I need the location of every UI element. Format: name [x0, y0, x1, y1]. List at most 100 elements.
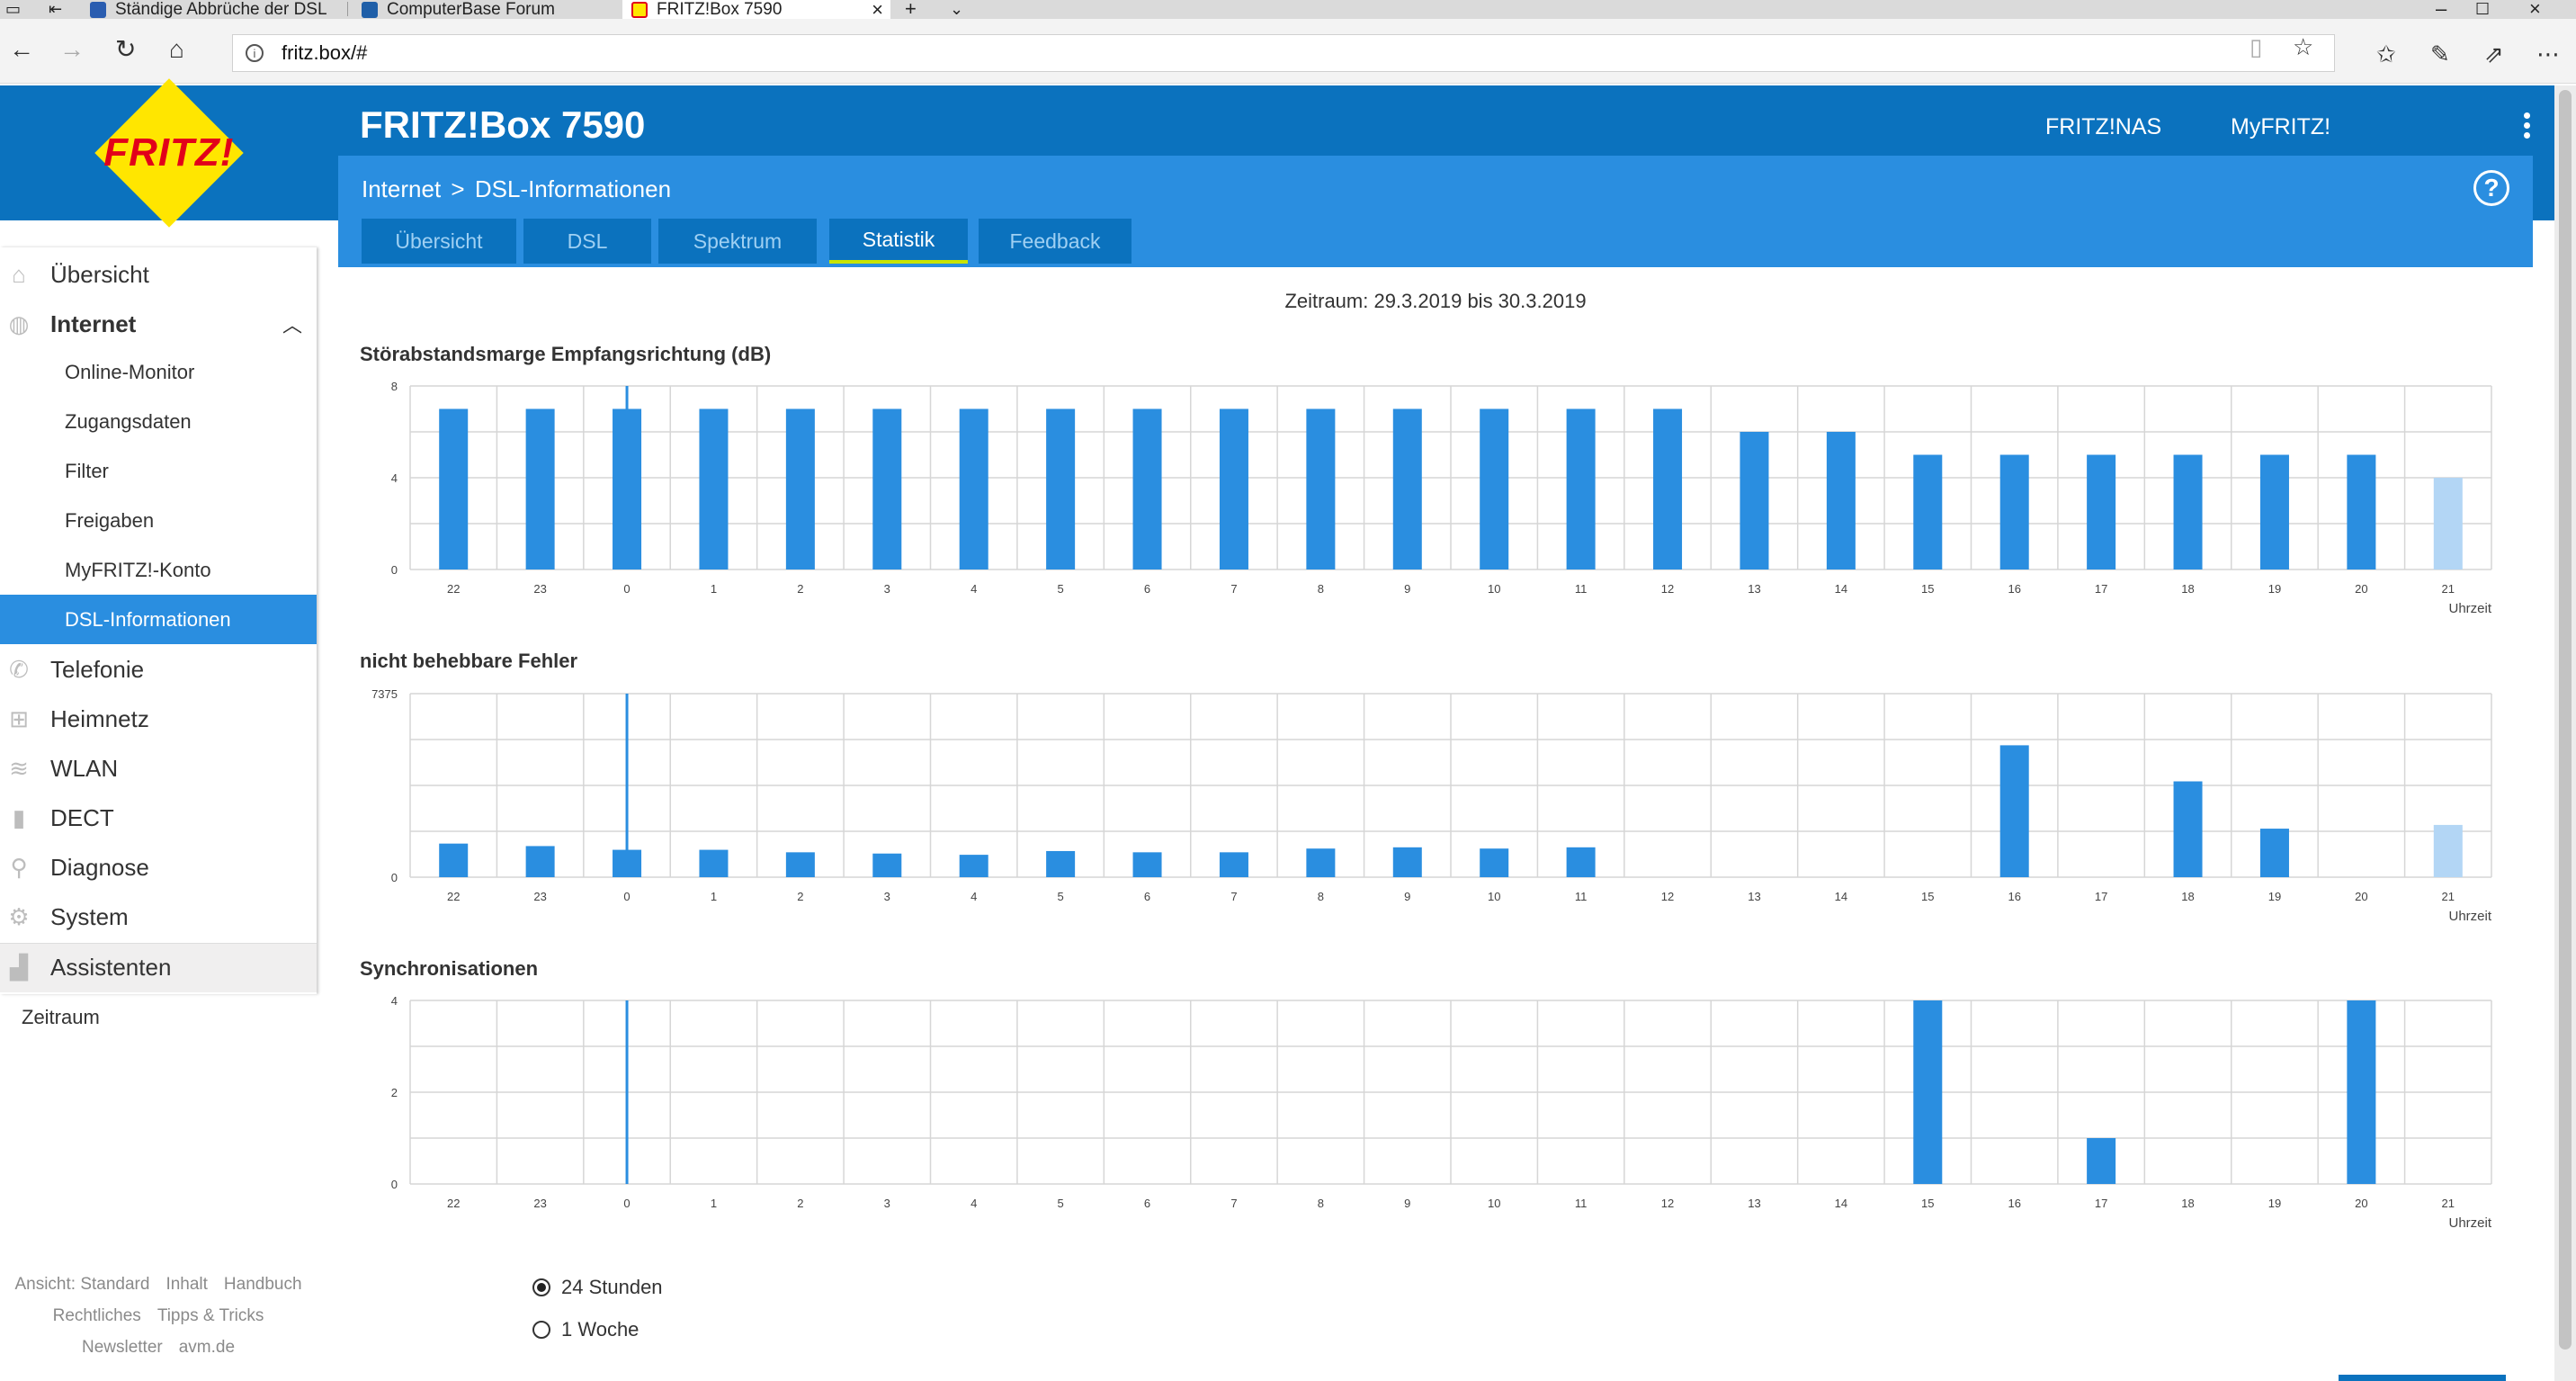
- bar[interactable]: [1913, 1000, 1943, 1184]
- bar[interactable]: [699, 408, 729, 570]
- bar[interactable]: [1306, 848, 1336, 877]
- footer-link-newsletter[interactable]: Newsletter: [81, 1338, 163, 1357]
- bar[interactable]: [2347, 454, 2376, 570]
- bar[interactable]: [1480, 408, 1509, 570]
- radio-1week[interactable]: 1 Woche: [532, 1318, 639, 1341]
- bar[interactable]: [2173, 781, 2203, 877]
- new-tab-icon[interactable]: +: [905, 0, 917, 20]
- bar[interactable]: [613, 408, 642, 570]
- tab-statistik[interactable]: Statistik: [829, 219, 968, 264]
- bar[interactable]: [439, 843, 469, 877]
- chevron-up-icon[interactable]: ︿: [282, 314, 303, 336]
- sidebar-item-telefonie[interactable]: ✆ Telefonie: [0, 646, 317, 693]
- bar[interactable]: [2433, 478, 2463, 569]
- myfritz-link[interactable]: MyFRITZ!: [2231, 114, 2331, 139]
- bar[interactable]: [959, 855, 988, 877]
- minimize-icon[interactable]: –: [2436, 0, 2447, 20]
- tab-feedback[interactable]: Feedback: [979, 219, 1131, 264]
- tab-dsl[interactable]: DSL: [523, 219, 651, 264]
- browser-tab[interactable]: Ständige Abbrüche der DSL: [81, 0, 342, 19]
- footer-link-inhalt[interactable]: Inhalt: [165, 1275, 208, 1294]
- radio-unchecked-icon[interactable]: [532, 1321, 550, 1339]
- back-icon[interactable]: ←: [9, 35, 34, 63]
- fritznas-link[interactable]: FRITZ!NAS: [2045, 114, 2162, 139]
- url-text[interactable]: fritz.box/#: [282, 41, 368, 64]
- forward-icon[interactable]: →: [59, 35, 85, 63]
- sidebar-item-dect[interactable]: ▮ DECT: [0, 794, 317, 841]
- favorite-star-icon[interactable]: ☆: [2293, 33, 2314, 60]
- bar[interactable]: [1566, 408, 1596, 570]
- bar[interactable]: [1566, 847, 1596, 877]
- tab-list-chevron-icon[interactable]: ⌄: [950, 0, 964, 18]
- sidebar-item-online-monitor[interactable]: Online-Monitor: [65, 361, 195, 383]
- sidebar-item-diagnose[interactable]: ⚲ Diagnose: [0, 844, 317, 891]
- bar[interactable]: [2173, 454, 2203, 570]
- set-aside-tabs-icon[interactable]: ⇤: [49, 0, 63, 18]
- bar[interactable]: [785, 408, 815, 570]
- bar[interactable]: [959, 408, 988, 570]
- sidebar-item-filter[interactable]: Filter: [65, 460, 109, 482]
- bar[interactable]: [525, 846, 555, 877]
- home-icon[interactable]: ⌂: [169, 35, 184, 63]
- bar[interactable]: [1653, 408, 1683, 570]
- fritz-logo[interactable]: FRITZ!: [0, 78, 338, 228]
- radio-checked-icon[interactable]: [532, 1278, 550, 1296]
- more-icon[interactable]: ⋯: [2536, 40, 2560, 67]
- bar[interactable]: [1913, 454, 1943, 570]
- close-window-icon[interactable]: ×: [2529, 0, 2541, 20]
- bar[interactable]: [1132, 408, 1162, 570]
- bar[interactable]: [1392, 847, 1422, 877]
- sidebar-item-uebersicht[interactable]: ⌂ Übersicht: [0, 251, 317, 298]
- maximize-icon[interactable]: ☐: [2475, 0, 2491, 18]
- bar[interactable]: [2347, 1000, 2376, 1184]
- bar[interactable]: [1306, 408, 1336, 570]
- bar[interactable]: [872, 853, 902, 877]
- bar[interactable]: [2259, 454, 2289, 570]
- sidebar-item-system[interactable]: ⚙ System: [0, 893, 317, 940]
- sidebar-item-freigaben[interactable]: Freigaben: [65, 509, 155, 532]
- bar[interactable]: [1219, 852, 1248, 877]
- bar[interactable]: [2433, 824, 2463, 877]
- sidebar-item-zugangsdaten[interactable]: Zugangsdaten: [65, 410, 192, 433]
- bar[interactable]: [1132, 852, 1162, 877]
- menu-kebab-icon[interactable]: [2524, 112, 2531, 142]
- bar[interactable]: [2259, 829, 2289, 877]
- bar[interactable]: [1740, 432, 1769, 569]
- bar[interactable]: [2087, 454, 2116, 570]
- help-icon[interactable]: ?: [2473, 170, 2509, 206]
- scrollbar-thumb[interactable]: [2559, 90, 2572, 1350]
- sidebar-item-internet[interactable]: ◍ Internet ︿: [0, 300, 317, 347]
- footer-link-avm[interactable]: avm.de: [178, 1338, 236, 1357]
- bar[interactable]: [1219, 408, 1248, 570]
- refresh-icon[interactable]: ↻: [115, 35, 137, 63]
- bar[interactable]: [1392, 408, 1422, 570]
- bar[interactable]: [1999, 454, 2029, 570]
- footer-link-handbuch[interactable]: Handbuch: [223, 1275, 302, 1294]
- sidebar-item-wlan[interactable]: ≋ WLAN: [0, 745, 317, 792]
- browser-tab[interactable]: ComputerBase Forum: [353, 0, 613, 19]
- bar[interactable]: [525, 408, 555, 570]
- site-info-icon[interactable]: i: [246, 44, 264, 62]
- bar[interactable]: [1046, 850, 1076, 877]
- sidebar-item-myfritz-konto[interactable]: MyFRITZ!-Konto: [65, 559, 211, 581]
- bar[interactable]: [2087, 1138, 2116, 1184]
- sidebar-item-dsl-informationen[interactable]: DSL-Informationen: [0, 595, 317, 644]
- bar[interactable]: [613, 849, 642, 877]
- bar[interactable]: [1999, 745, 2029, 877]
- pen-icon[interactable]: ✎: [2430, 40, 2450, 67]
- browser-tab-active[interactable]: FRITZ!Box 7590 ×: [622, 0, 890, 19]
- radio-24h[interactable]: 24 Stunden: [532, 1276, 663, 1299]
- bar[interactable]: [785, 852, 815, 877]
- bar[interactable]: [1826, 432, 1856, 569]
- tab-spektrum[interactable]: Spektrum: [658, 219, 817, 264]
- tab-uebersicht[interactable]: Übersicht: [362, 219, 516, 264]
- sidebar-item-heimnetz[interactable]: ⊞ Heimnetz: [0, 695, 317, 742]
- close-tab-icon[interactable]: ×: [872, 0, 883, 19]
- footer-link-tipps[interactable]: Tipps & Tricks: [157, 1306, 264, 1325]
- reading-view-icon[interactable]: ▯: [2250, 33, 2263, 60]
- footer-link-ansicht[interactable]: Ansicht: Standard: [14, 1275, 150, 1294]
- bar[interactable]: [439, 408, 469, 570]
- tab-manager-icon[interactable]: ▭: [5, 0, 22, 18]
- footer-link-rechtliches[interactable]: Rechtliches: [52, 1306, 141, 1325]
- bar[interactable]: [1480, 848, 1509, 877]
